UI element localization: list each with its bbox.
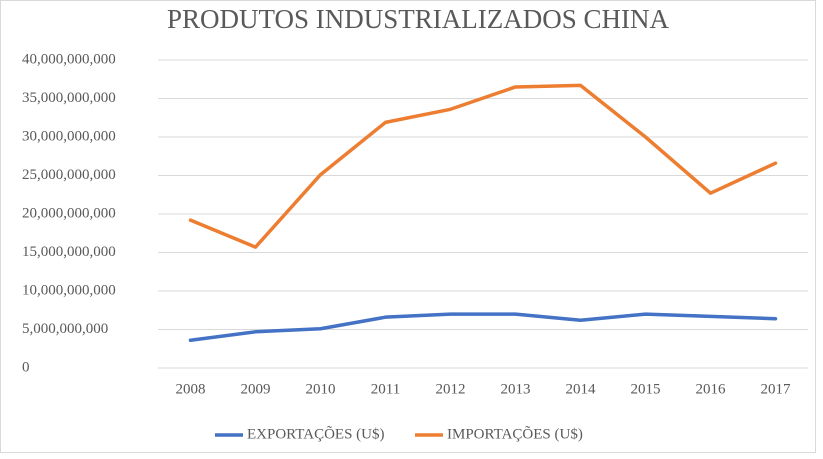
y-tick-label: 35,000,000,000 bbox=[22, 90, 116, 106]
y-tick-label: 40,000,000,000 bbox=[22, 51, 116, 67]
y-tick-label: 10,000,000,000 bbox=[22, 282, 116, 298]
chart-frame bbox=[0, 0, 816, 453]
x-tick-label: 2010 bbox=[306, 381, 336, 397]
x-tick-label: 2014 bbox=[566, 381, 597, 397]
legend-label: EXPORTAÇÕES (U$) bbox=[247, 425, 384, 442]
y-tick-label: 20,000,000,000 bbox=[22, 205, 116, 221]
x-tick-label: 2011 bbox=[371, 381, 400, 397]
y-tick-label: 25,000,000,000 bbox=[22, 167, 116, 183]
line-series bbox=[188, 312, 778, 343]
y-tick-label: 15,000,000,000 bbox=[22, 244, 116, 260]
x-tick-label: 2013 bbox=[501, 381, 531, 397]
line-series bbox=[188, 83, 778, 249]
x-tick-label: 2016 bbox=[696, 381, 727, 397]
y-tick-label: 30,000,000,000 bbox=[22, 128, 116, 144]
x-tick-label: 2012 bbox=[436, 381, 466, 397]
y-tick-label: 0 bbox=[22, 359, 30, 375]
x-tick-label: 2009 bbox=[241, 381, 271, 397]
chart-title: PRODUTOS INDUSTRIALIZADOS CHINA bbox=[167, 4, 670, 34]
x-tick-label: 2015 bbox=[631, 381, 661, 397]
x-tick-label: 2008 bbox=[176, 381, 206, 397]
legend-label: IMPORTAÇÕES (U$) bbox=[447, 425, 583, 442]
x-tick-label: 2017 bbox=[761, 381, 792, 397]
y-tick-label: 5,000,000,000 bbox=[22, 321, 108, 337]
